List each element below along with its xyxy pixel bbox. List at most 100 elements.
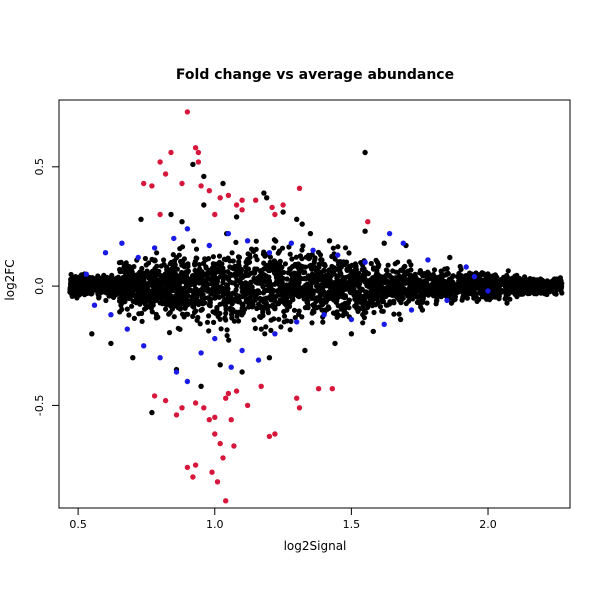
data-point <box>424 300 430 306</box>
data-point <box>261 260 267 266</box>
data-point <box>272 331 278 337</box>
data-point <box>329 386 335 392</box>
data-point <box>338 306 344 312</box>
data-point <box>346 305 352 311</box>
data-point <box>300 269 306 276</box>
y-tick-label: -0.5 <box>33 395 46 416</box>
data-point <box>297 253 303 259</box>
data-point <box>261 249 267 255</box>
data-point <box>211 319 217 325</box>
data-point <box>467 270 473 276</box>
data-point <box>380 308 386 314</box>
data-point <box>309 320 315 326</box>
data-point <box>381 321 387 327</box>
data-point <box>214 306 220 312</box>
data-point <box>291 277 297 283</box>
data-point <box>381 240 387 246</box>
data-point <box>151 393 158 399</box>
data-point <box>268 284 274 290</box>
data-point <box>68 285 74 291</box>
data-point <box>444 297 450 304</box>
data-point <box>74 277 80 283</box>
data-point <box>400 240 406 246</box>
data-point <box>136 311 142 317</box>
data-point <box>353 293 359 299</box>
points-layer <box>67 109 565 504</box>
data-point <box>258 297 264 303</box>
data-point <box>365 304 371 310</box>
data-point <box>166 330 173 336</box>
data-point <box>138 216 144 222</box>
data-point <box>91 302 98 308</box>
data-point <box>536 286 542 292</box>
data-point <box>272 304 278 310</box>
data-point <box>431 279 437 285</box>
data-point <box>148 275 155 281</box>
data-point <box>139 284 145 290</box>
data-point <box>330 285 336 291</box>
data-point <box>179 219 185 225</box>
data-point <box>144 273 150 279</box>
data-point <box>193 255 199 261</box>
data-point <box>325 279 331 285</box>
data-point <box>369 298 375 304</box>
data-point <box>386 230 393 237</box>
data-point <box>319 257 325 263</box>
data-point <box>95 290 101 296</box>
data-point <box>287 270 293 276</box>
data-point <box>89 331 95 337</box>
data-point <box>184 109 191 115</box>
data-point <box>234 283 240 289</box>
data-point <box>454 288 461 295</box>
x-tick-label: 1.0 <box>206 518 224 531</box>
data-point <box>466 275 472 281</box>
data-point <box>362 228 368 234</box>
data-point <box>225 390 232 397</box>
data-point <box>129 303 135 309</box>
data-point <box>504 300 510 306</box>
data-point <box>540 280 546 286</box>
data-point <box>293 254 299 260</box>
data-point <box>253 197 259 203</box>
data-point <box>269 204 275 211</box>
data-point <box>161 261 167 268</box>
data-point <box>281 313 288 319</box>
data-point <box>346 250 352 256</box>
data-point <box>461 283 467 289</box>
data-point <box>151 245 158 251</box>
x-axis-label: log2Signal <box>284 539 347 553</box>
data-point <box>335 266 341 272</box>
data-point <box>192 262 198 268</box>
data-point <box>288 318 294 324</box>
data-point <box>265 287 272 294</box>
data-point <box>244 238 251 244</box>
data-point <box>275 277 281 284</box>
data-point <box>114 289 120 295</box>
data-point <box>518 290 524 296</box>
data-point <box>348 331 355 337</box>
data-point <box>490 287 496 294</box>
data-point <box>316 283 322 289</box>
data-point <box>209 281 215 287</box>
data-point <box>332 340 338 347</box>
y-axis-label: log2FC <box>3 259 17 300</box>
data-point <box>396 311 402 317</box>
data-point <box>397 316 404 323</box>
data-point <box>348 316 355 323</box>
data-point <box>431 267 438 273</box>
data-point <box>294 216 300 222</box>
data-point <box>229 297 235 303</box>
data-point <box>157 355 163 361</box>
data-point <box>266 250 273 256</box>
data-point <box>149 409 155 416</box>
data-point <box>291 307 298 313</box>
data-point <box>387 284 393 290</box>
data-point <box>326 267 332 273</box>
data-point <box>204 319 211 325</box>
data-point <box>219 261 225 267</box>
data-point <box>237 277 243 283</box>
data-point <box>212 414 218 420</box>
data-point <box>256 302 262 309</box>
data-point <box>125 277 131 283</box>
data-point <box>507 296 513 302</box>
